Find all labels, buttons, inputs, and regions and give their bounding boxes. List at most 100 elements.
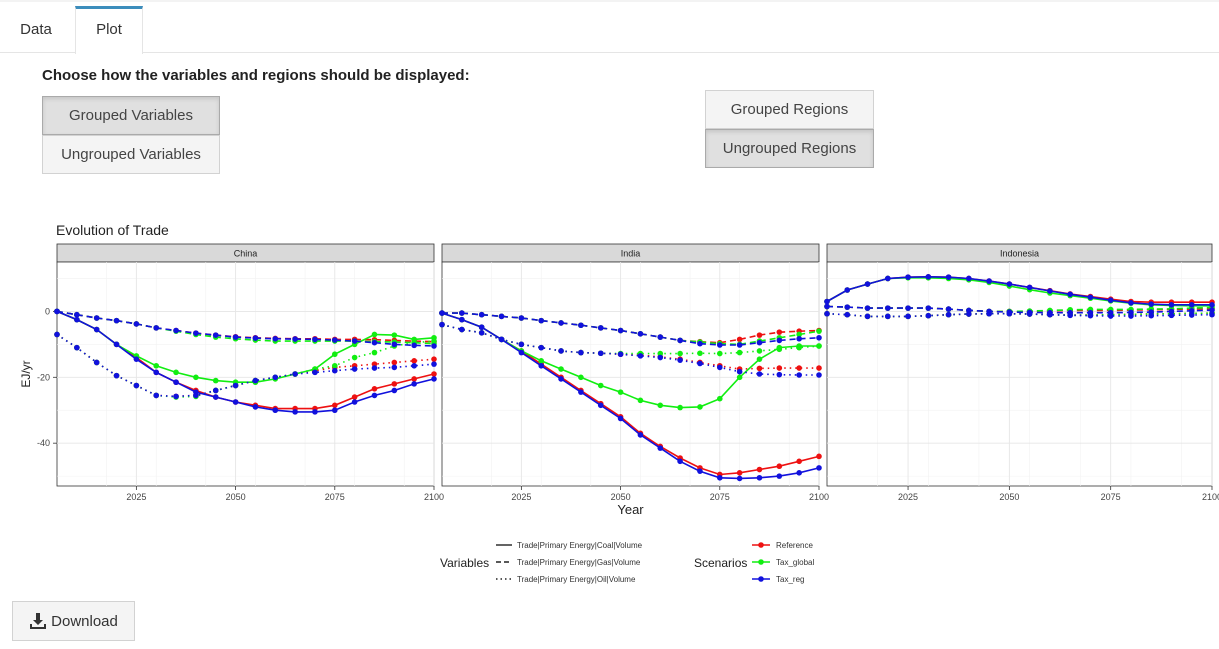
tab-plot[interactable]: Plot xyxy=(75,6,143,54)
data-point xyxy=(776,365,783,371)
data-point xyxy=(966,275,972,282)
data-point xyxy=(371,365,378,371)
legend-scenario-label: Tax_global xyxy=(776,558,814,567)
data-point xyxy=(558,366,564,372)
ungrouped-variables-button[interactable]: Ungrouped Variables xyxy=(42,135,220,174)
facet-panel xyxy=(441,261,820,487)
data-point xyxy=(351,366,358,372)
data-point xyxy=(945,311,952,318)
data-point xyxy=(351,394,358,400)
data-point xyxy=(756,365,763,372)
data-point xyxy=(173,393,179,400)
tab-bar: Data Plot xyxy=(0,0,1219,54)
data-point xyxy=(776,337,783,344)
data-point xyxy=(945,306,952,312)
data-point xyxy=(617,389,624,395)
data-point xyxy=(391,387,398,394)
data-point xyxy=(292,371,298,377)
data-point xyxy=(1107,297,1114,304)
data-point xyxy=(411,381,417,387)
data-point xyxy=(518,349,525,356)
data-point xyxy=(986,278,992,284)
data-point xyxy=(153,325,160,331)
data-point xyxy=(677,458,683,465)
data-point xyxy=(637,432,644,438)
data-point xyxy=(431,356,437,362)
data-point xyxy=(966,311,972,317)
data-point xyxy=(1148,301,1155,307)
data-point xyxy=(252,335,259,341)
grouped-regions-button[interactable]: Grouped Regions xyxy=(705,90,874,129)
data-point xyxy=(1067,312,1073,319)
data-point xyxy=(657,354,664,361)
data-point xyxy=(193,392,199,399)
facet-panel xyxy=(56,261,435,487)
data-point xyxy=(905,313,911,320)
data-point xyxy=(925,305,932,311)
series-line xyxy=(826,275,1212,306)
data-point xyxy=(697,468,703,474)
data-point xyxy=(74,311,80,318)
data-point xyxy=(756,474,763,481)
download-button[interactable]: Download xyxy=(12,601,135,641)
y-tick-label: -20 xyxy=(37,372,50,382)
data-point xyxy=(796,365,802,371)
data-point xyxy=(677,357,683,363)
data-point xyxy=(657,334,664,340)
x-tick-label: 2025 xyxy=(126,492,146,502)
data-point xyxy=(1148,312,1155,319)
data-point xyxy=(905,274,911,280)
facet-label-india: India xyxy=(621,249,641,259)
tab-data[interactable]: Data xyxy=(20,21,52,38)
facet-label-indonesia: Indonesia xyxy=(1000,249,1039,259)
data-point xyxy=(776,346,783,353)
series-line xyxy=(441,312,820,480)
data-point xyxy=(578,322,584,329)
data-point xyxy=(796,331,802,338)
data-point xyxy=(816,453,822,460)
data-point xyxy=(459,316,465,323)
data-point xyxy=(312,336,318,343)
data-point xyxy=(657,350,664,357)
trade-chart: Evolution of Trade EJ/yr Year 0 -20 -40 China 2… xyxy=(19,222,1219,584)
data-point xyxy=(478,330,485,336)
data-point xyxy=(411,376,417,382)
facet-label-china: China xyxy=(234,249,258,259)
data-point xyxy=(411,342,417,349)
facet-panel xyxy=(826,261,1213,487)
data-point xyxy=(193,374,199,381)
x-tick-label: 2050 xyxy=(611,492,631,502)
grouped-variables-button[interactable]: Grouped Variables xyxy=(42,96,220,135)
data-point xyxy=(756,356,763,362)
data-point xyxy=(133,321,140,327)
data-point xyxy=(884,305,891,311)
data-point xyxy=(884,313,891,320)
y-tick-label: -40 xyxy=(37,438,50,448)
data-point xyxy=(597,325,604,331)
data-point xyxy=(431,371,437,377)
data-point xyxy=(756,332,763,338)
data-point xyxy=(816,343,822,349)
data-point xyxy=(538,344,545,351)
data-point xyxy=(391,364,398,371)
data-point xyxy=(925,312,932,319)
ungrouped-regions-button[interactable]: Ungrouped Regions xyxy=(705,129,874,168)
data-point xyxy=(1067,291,1073,298)
data-point xyxy=(113,372,120,379)
data-point xyxy=(736,349,743,356)
data-point xyxy=(776,473,783,479)
data-point xyxy=(431,338,437,344)
data-point xyxy=(351,338,358,344)
y-tick-label: 0 xyxy=(45,306,50,316)
data-point xyxy=(391,381,398,387)
legend-variable-label: Trade|Primary Energy|Oil|Volume xyxy=(517,575,636,584)
data-point xyxy=(459,326,465,333)
data-point xyxy=(312,369,318,376)
data-point xyxy=(1026,284,1033,291)
series-line xyxy=(826,305,1213,314)
data-point xyxy=(371,386,378,392)
data-point xyxy=(756,371,763,377)
data-point xyxy=(558,320,564,326)
data-point xyxy=(1107,313,1114,319)
data-point xyxy=(252,377,259,384)
